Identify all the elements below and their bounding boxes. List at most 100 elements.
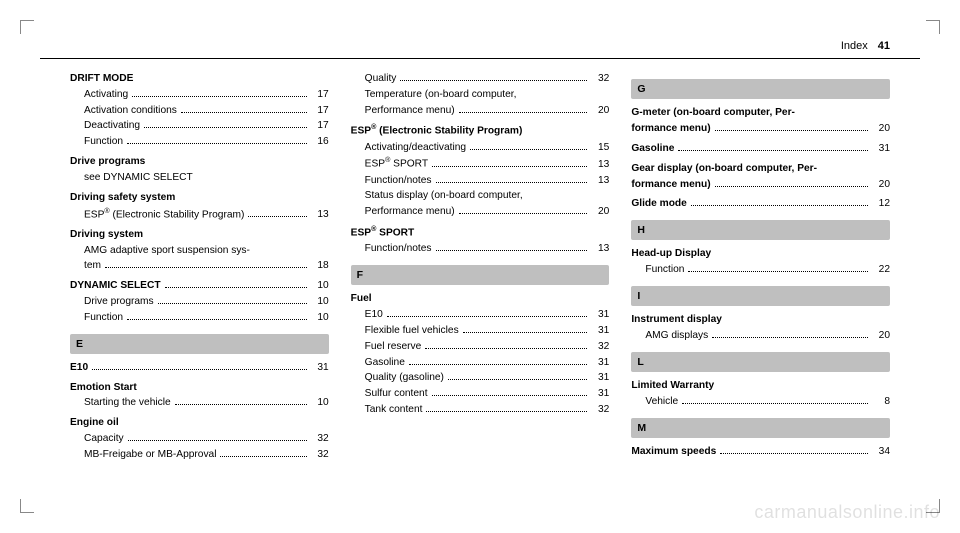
section-letter: H	[631, 220, 890, 240]
index-page: 16	[311, 134, 329, 150]
leader-dots	[132, 96, 307, 97]
index-entry: Performance menu)20	[365, 204, 610, 220]
page-frame: Index 41 DRIFT MODEActivating17Activatio…	[40, 40, 920, 493]
page-number: 41	[878, 40, 890, 52]
leader-dots	[691, 205, 868, 206]
section-letter: L	[631, 352, 890, 372]
index-entry: Activation conditions17	[84, 103, 329, 119]
index-label: formance menu)	[631, 177, 710, 193]
index-page: 13	[591, 173, 609, 189]
index-entry: E1031	[365, 307, 610, 323]
index-columns: DRIFT MODEActivating17Activation conditi…	[40, 59, 920, 463]
index-page: 22	[872, 262, 890, 278]
index-entry: Flexible fuel vehicles 31	[365, 323, 610, 339]
leader-dots	[181, 112, 307, 113]
index-label: Gasoline	[365, 355, 405, 371]
leader-dots	[127, 143, 307, 144]
index-page: 31	[591, 370, 609, 386]
index-label: see DYNAMIC SELECT	[84, 170, 193, 186]
index-page: 32	[591, 71, 609, 87]
index-label: Fuel	[351, 291, 372, 307]
index-entry: AMG adaptive sport suspension sys-	[84, 243, 329, 259]
index-page: 13	[311, 207, 329, 223]
leader-dots	[436, 250, 588, 251]
index-page: 31	[591, 323, 609, 339]
section-letter: I	[631, 286, 890, 306]
index-page: 32	[591, 339, 609, 355]
index-label: Emotion Start	[70, 380, 137, 396]
index-label: Function/notes	[365, 241, 432, 257]
leader-dots	[715, 186, 868, 187]
index-entry: Head-up Display	[631, 246, 890, 262]
index-entry: formance menu)20	[631, 121, 890, 137]
leader-dots	[127, 319, 307, 320]
crop-mark-bl	[20, 499, 34, 513]
index-entry: Deactivating 17	[84, 118, 329, 134]
index-label: Deactivating	[84, 118, 140, 134]
index-entry: G-meter (on-board computer, Per-	[631, 105, 890, 121]
index-label: Driving system	[70, 227, 143, 243]
index-entry: Status display (on-board computer,	[365, 188, 610, 204]
leader-dots	[387, 316, 588, 317]
index-entry: Gear display (on-board computer, Per-	[631, 161, 890, 177]
index-entry: E1031	[70, 360, 329, 376]
index-page: 31	[872, 141, 890, 157]
index-page: 31	[311, 360, 329, 376]
index-label: DRIFT MODE	[70, 71, 133, 87]
index-entry: Drive programs10	[84, 294, 329, 310]
index-label: Activation conditions	[84, 103, 177, 119]
index-entry: ESP® (Electronic Stability Program)	[351, 122, 610, 139]
index-label: Function/notes	[365, 173, 432, 189]
index-label: E10	[365, 307, 383, 323]
index-entry: Activating 17	[84, 87, 329, 103]
index-page: 20	[591, 204, 609, 220]
index-label: MB-Freigabe or MB-Approval	[84, 447, 216, 463]
index-label: Function	[84, 310, 123, 326]
index-entry: ESP® SPORT13	[365, 155, 610, 172]
index-page: 10	[311, 310, 329, 326]
index-label: AMG displays	[645, 328, 708, 344]
index-entry: Function/notes 13	[365, 173, 610, 189]
index-label: Gasoline	[631, 141, 674, 157]
leader-dots	[425, 348, 587, 349]
page-title: Index	[841, 40, 868, 52]
index-entry: Function 10	[84, 310, 329, 326]
leader-dots	[459, 112, 588, 113]
index-label: Flexible fuel vehicles	[365, 323, 459, 339]
index-entry: Limited Warranty	[631, 378, 890, 394]
index-label: Activating	[84, 87, 128, 103]
page-header: Index 41	[40, 40, 920, 59]
leader-dots	[448, 379, 587, 380]
index-label: Instrument display	[631, 312, 722, 328]
section-letter: M	[631, 418, 890, 438]
index-page: 34	[872, 444, 890, 460]
index-entry: Gasoline 31	[631, 141, 890, 157]
index-label: tem	[84, 258, 101, 274]
index-label: Fuel reserve	[365, 339, 422, 355]
index-label: Capacity	[84, 431, 124, 447]
leader-dots	[158, 303, 307, 304]
index-label: Glide mode	[631, 196, 686, 212]
leader-dots	[400, 80, 587, 81]
index-label: Performance menu)	[365, 103, 455, 119]
leader-dots	[144, 127, 307, 128]
index-page: 20	[591, 103, 609, 119]
index-page: 17	[311, 118, 329, 134]
leader-dots	[220, 456, 306, 457]
index-page: 15	[591, 140, 609, 156]
index-label: AMG adaptive sport suspension sys-	[84, 243, 250, 259]
index-label: Maximum speeds	[631, 444, 716, 460]
column-3: GG-meter (on-board computer, Per-formanc…	[631, 71, 890, 463]
index-entry: Sulfur content31	[365, 386, 610, 402]
index-entry: Starting the vehicle10	[84, 395, 329, 411]
index-entry: Temperature (on-board computer,	[365, 87, 610, 103]
index-label: ESP® (Electronic Stability Program)	[351, 122, 523, 139]
index-page: 20	[872, 177, 890, 193]
index-entry: Fuel	[351, 291, 610, 307]
index-entry: formance menu) 20	[631, 177, 890, 193]
index-page: 32	[591, 402, 609, 418]
index-page: 17	[311, 87, 329, 103]
leader-dots	[409, 364, 587, 365]
leader-dots	[432, 166, 587, 167]
leader-dots	[712, 337, 868, 338]
